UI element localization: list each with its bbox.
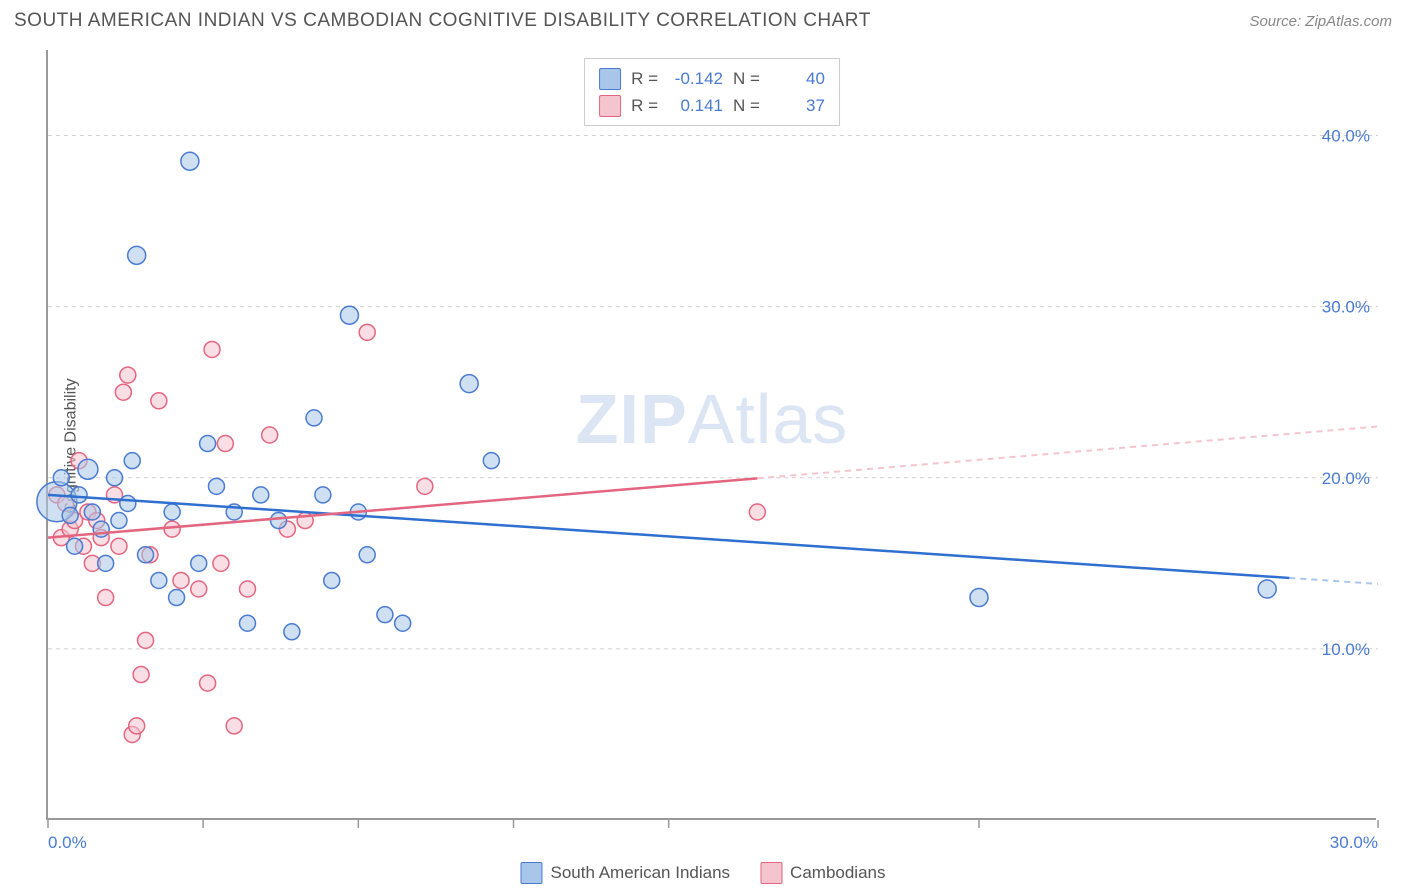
title-bar: SOUTH AMERICAN INDIAN VS CAMBODIAN COGNI… — [14, 10, 1392, 32]
n-value-0: 40 — [770, 65, 825, 92]
svg-text:30.0%: 30.0% — [1330, 833, 1378, 852]
swatch-bottom-1 — [760, 862, 782, 884]
svg-text:20.0%: 20.0% — [1322, 469, 1370, 488]
n-label: N = — [733, 92, 760, 119]
n-label: N = — [733, 65, 760, 92]
n-value-1: 37 — [770, 92, 825, 119]
svg-text:10.0%: 10.0% — [1322, 640, 1370, 659]
r-value-0: -0.142 — [668, 65, 723, 92]
r-label: R = — [631, 92, 658, 119]
chart-svg: 10.0%20.0%30.0%40.0%0.0%30.0% — [48, 50, 1376, 818]
svg-text:30.0%: 30.0% — [1322, 298, 1370, 317]
r-label: R = — [631, 65, 658, 92]
legend-top: R = -0.142 N = 40 R = 0.141 N = 37 — [584, 58, 840, 126]
source-label: Source: ZipAtlas.com — [1249, 13, 1392, 30]
legend-bottom: South American Indians Cambodians — [520, 862, 885, 884]
legend-bottom-item-0: South American Indians — [520, 862, 730, 884]
legend-bottom-label-0: South American Indians — [550, 863, 730, 883]
legend-bottom-label-1: Cambodians — [790, 863, 885, 883]
swatch-series-0 — [599, 68, 621, 90]
svg-text:40.0%: 40.0% — [1322, 127, 1370, 146]
swatch-series-1 — [599, 95, 621, 117]
r-value-1: 0.141 — [668, 92, 723, 119]
legend-top-row-0: R = -0.142 N = 40 — [599, 65, 825, 92]
chart-title: SOUTH AMERICAN INDIAN VS CAMBODIAN COGNI… — [14, 10, 871, 32]
legend-top-row-1: R = 0.141 N = 37 — [599, 92, 825, 119]
svg-text:0.0%: 0.0% — [48, 833, 87, 852]
plot-area: ZIPAtlas 10.0%20.0%30.0%40.0%0.0%30.0% R… — [46, 50, 1376, 820]
swatch-bottom-0 — [520, 862, 542, 884]
chart-container: SOUTH AMERICAN INDIAN VS CAMBODIAN COGNI… — [0, 0, 1406, 892]
legend-bottom-item-1: Cambodians — [760, 862, 885, 884]
